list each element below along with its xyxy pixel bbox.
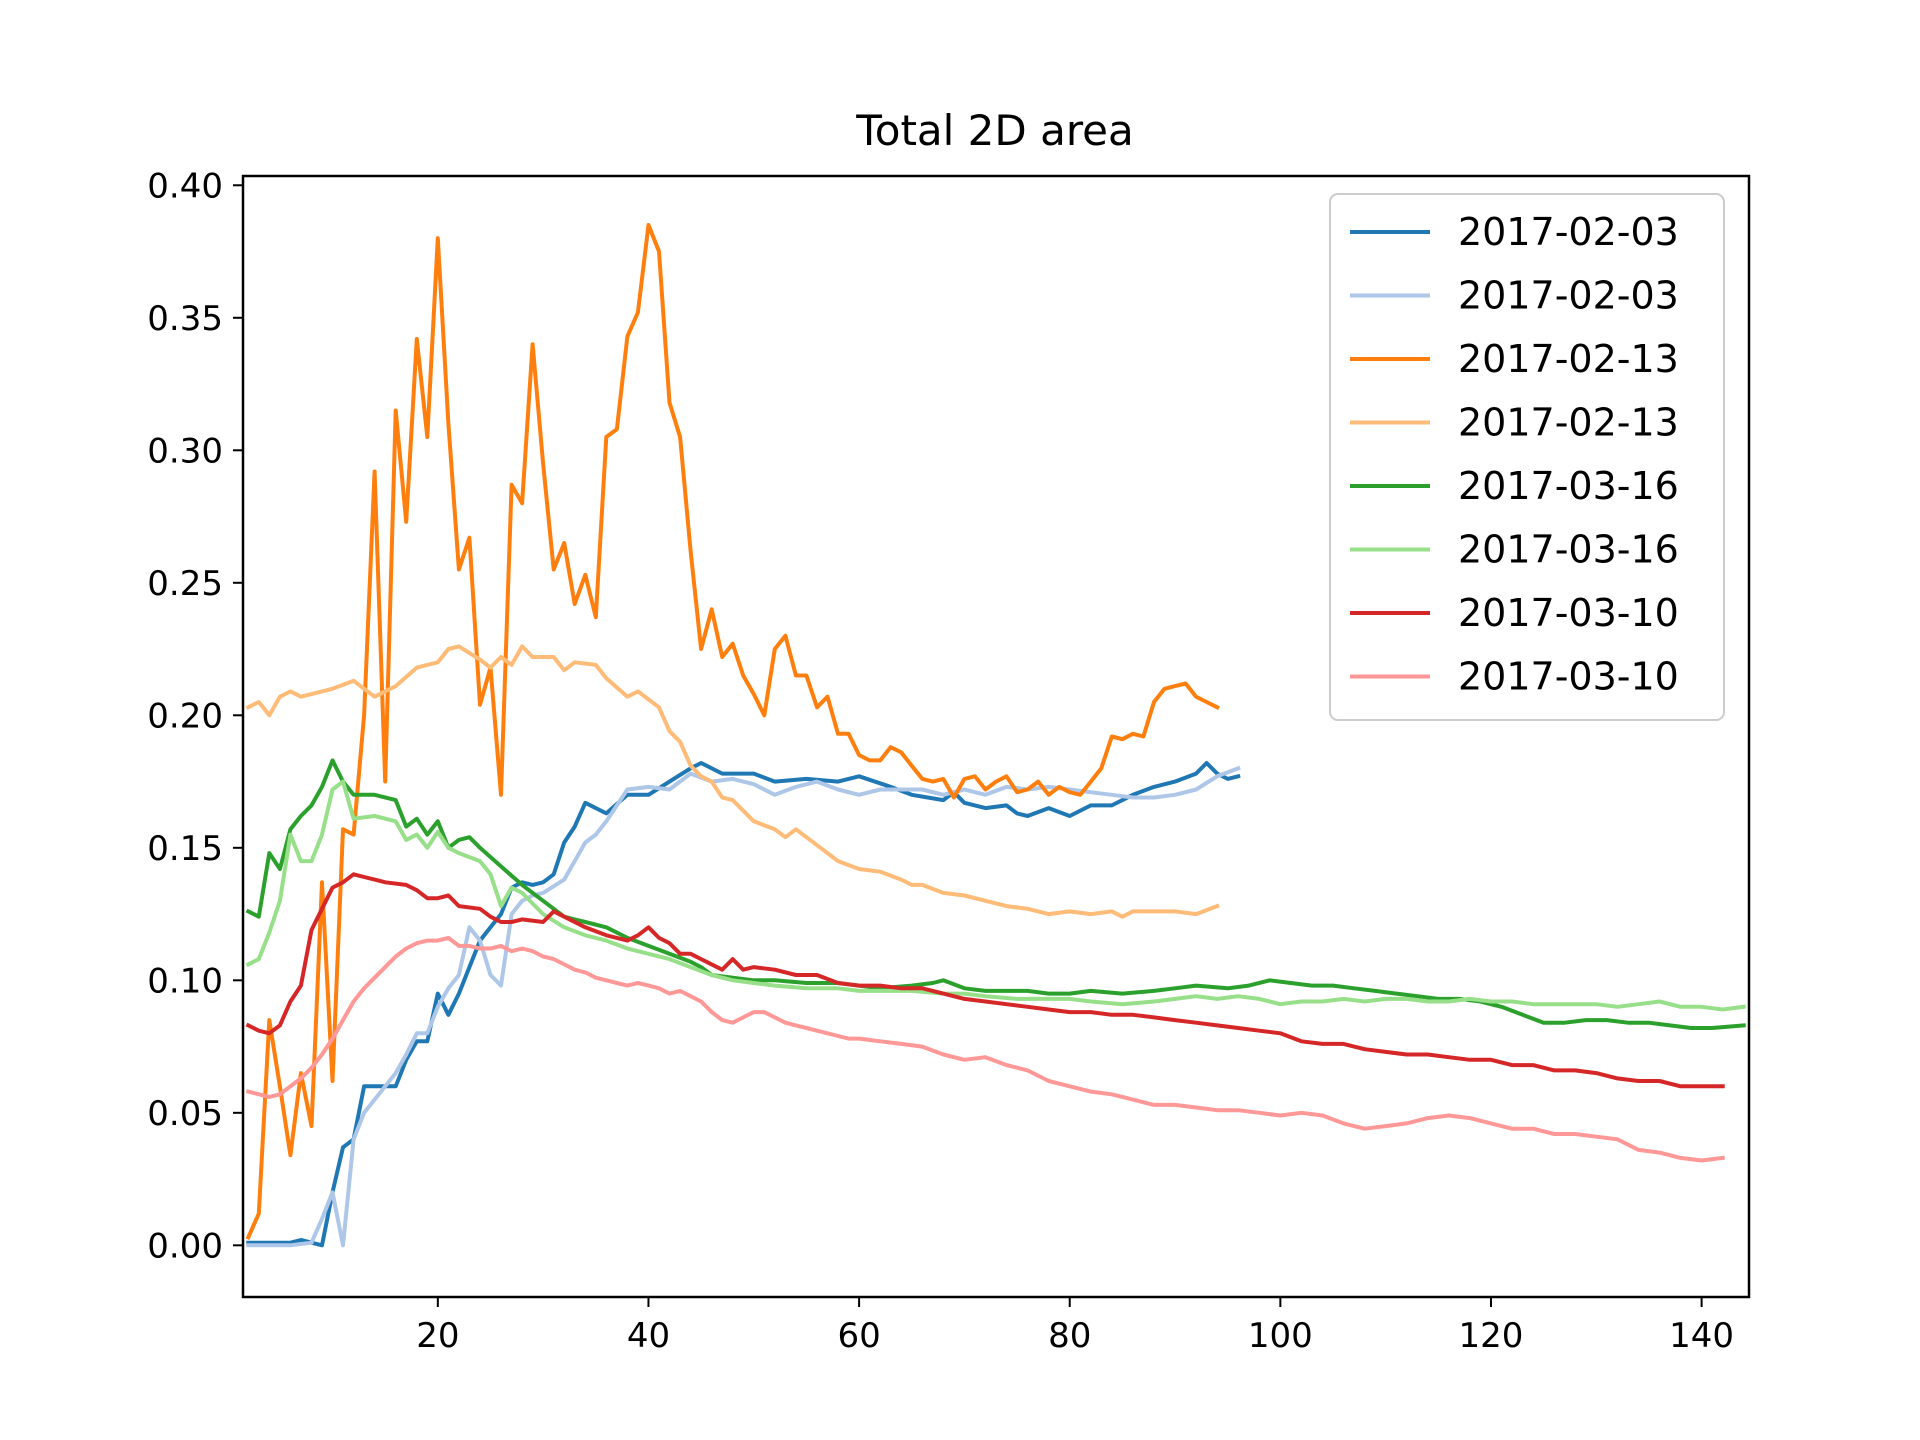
chart-title: Total 2D area: [855, 106, 1134, 155]
x-tick-label: 120: [1459, 1316, 1524, 1356]
x-tick-label: 60: [837, 1316, 880, 1356]
legend-box: [1329, 193, 1725, 721]
y-tick-label: 0.05: [147, 1094, 223, 1134]
legend: 2017-02-03 2017-02-03 2017-02-13 2017-02-13…: [1329, 193, 1725, 721]
y-tick-label: 0.40: [147, 166, 223, 206]
x-tick-label: 100: [1248, 1316, 1313, 1356]
x-tick-label: 80: [1048, 1316, 1091, 1356]
x-axis: 20 40 60 80 100 120 140: [416, 1297, 1734, 1356]
legend-label-0: 2017-02-03: [1458, 210, 1679, 254]
series-line-1: [246, 765, 1241, 1248]
legend-label-4: 2017-03-16: [1458, 464, 1679, 508]
plot-frame: [241, 174, 1751, 1299]
series-line-5: [245, 779, 1746, 1012]
legend-label-3: 2017-02-13: [1458, 401, 1679, 445]
series-line-4: [245, 758, 1746, 1030]
legend-label-2: 2017-02-13: [1458, 337, 1679, 381]
series-line-6: [245, 872, 1725, 1089]
series-line-7: [245, 935, 1725, 1163]
y-tick-label: 0.20: [147, 696, 223, 736]
y-axis: 0.00 0.05 0.10 0.15 0.20 0.25 0.30 0.35 0.40: [147, 166, 243, 1266]
y-tick-label: 0.30: [147, 431, 223, 471]
y-tick-label: 0.10: [147, 961, 223, 1001]
series-layer: [245, 223, 1746, 1248]
legend-label-6: 2017-03-10: [1458, 591, 1679, 635]
series-line-2: [245, 223, 1220, 1241]
y-tick-label: 0.15: [147, 829, 223, 869]
y-tick-label: 0.00: [147, 1226, 223, 1266]
legend-label-5: 2017-03-16: [1458, 528, 1679, 572]
x-tick-label: 140: [1669, 1316, 1734, 1356]
y-tick-label: 0.35: [147, 299, 223, 339]
x-tick-label: 40: [627, 1316, 670, 1356]
x-tick-label: 20: [416, 1316, 459, 1356]
y-tick-label: 0.25: [147, 564, 223, 604]
legend-label-1: 2017-02-03: [1458, 274, 1679, 318]
series-line-0: [246, 761, 1241, 1248]
legend-label-7: 2017-03-10: [1458, 655, 1679, 699]
series-line-3: [245, 644, 1220, 919]
